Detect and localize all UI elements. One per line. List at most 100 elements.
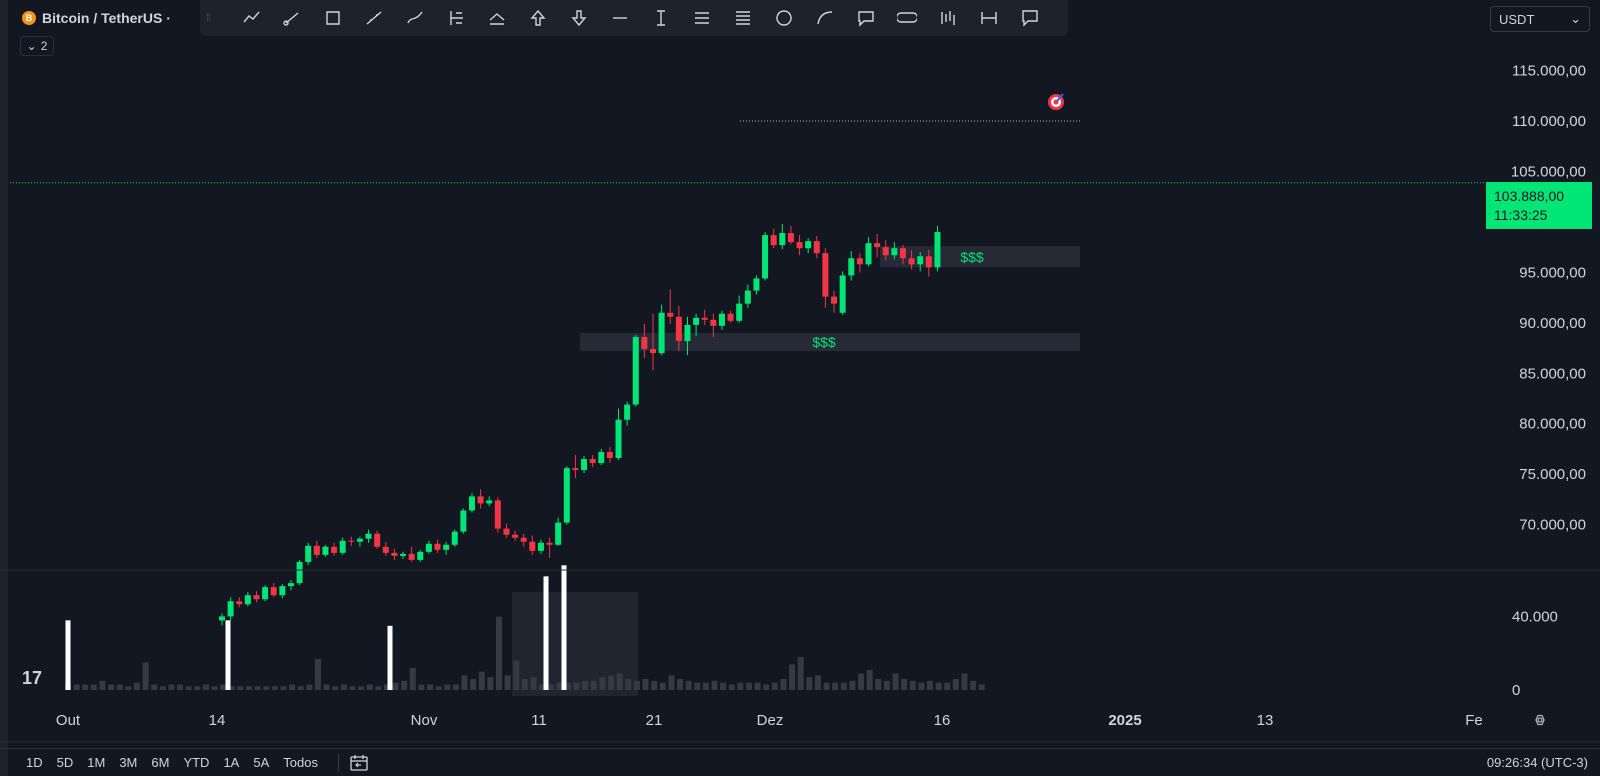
candle-body[interactable] xyxy=(279,586,286,596)
date-range-icon[interactable] xyxy=(349,754,369,772)
range-button-1a[interactable]: 1A xyxy=(223,755,240,770)
candle-body[interactable] xyxy=(624,404,631,420)
gann-icon[interactable] xyxy=(722,2,763,34)
candle-body[interactable] xyxy=(512,534,519,538)
candles[interactable] xyxy=(219,223,941,626)
candle-body[interactable] xyxy=(658,312,665,354)
callout-icon[interactable] xyxy=(845,2,886,34)
trend-line-icon[interactable] xyxy=(230,2,271,34)
candle-body[interactable] xyxy=(598,451,605,464)
candle-body[interactable] xyxy=(899,248,906,259)
indicators-collapse-button[interactable]: ⌄ 2 xyxy=(20,36,54,56)
candle-body[interactable] xyxy=(839,275,846,313)
ray-icon[interactable] xyxy=(271,2,312,34)
candle-body[interactable] xyxy=(589,459,596,464)
candle-body[interactable] xyxy=(641,336,648,350)
arrow-up-icon[interactable] xyxy=(517,2,558,34)
candle-body[interactable] xyxy=(219,616,225,621)
candle-body[interactable] xyxy=(331,546,338,553)
candle-body[interactable] xyxy=(762,235,769,279)
candle-body[interactable] xyxy=(805,241,812,249)
date-range-icon[interactable] xyxy=(968,2,1009,34)
candle-body[interactable] xyxy=(727,313,734,321)
candle-body[interactable] xyxy=(753,278,760,291)
candle-body[interactable] xyxy=(632,336,639,405)
candle-body[interactable] xyxy=(339,540,346,553)
candle-body[interactable] xyxy=(856,258,863,265)
candle-body[interactable] xyxy=(417,551,424,560)
clock[interactable]: 09:26:34 (UTC-3) xyxy=(1486,755,1588,770)
symbol-title[interactable]: B Bitcoin / TetherUS · xyxy=(22,10,171,26)
candle-body[interactable] xyxy=(434,543,441,550)
drag-grip-icon[interactable]: ⁞⁞ xyxy=(206,12,211,24)
candle-body[interactable] xyxy=(848,258,855,276)
candle-body[interactable] xyxy=(443,544,450,550)
candle-body[interactable] xyxy=(391,552,398,556)
fib-extension-icon[interactable] xyxy=(681,2,722,34)
range-button-5d[interactable]: 5D xyxy=(56,755,74,770)
comment-icon[interactable] xyxy=(886,2,927,34)
candle-body[interactable] xyxy=(908,258,915,265)
range-button-ytd[interactable]: YTD xyxy=(183,755,210,770)
candle-body[interactable] xyxy=(718,313,725,326)
candle-body[interactable] xyxy=(744,290,751,304)
candle-body[interactable] xyxy=(787,233,794,243)
candle-body[interactable] xyxy=(253,595,260,600)
candle-body[interactable] xyxy=(296,561,303,584)
candle-body[interactable] xyxy=(236,601,243,605)
candle-body[interactable] xyxy=(693,317,700,325)
candle-body[interactable] xyxy=(227,601,234,617)
range-button-6m[interactable]: 6M xyxy=(151,755,170,770)
candle-body[interactable] xyxy=(572,468,579,471)
candle-body[interactable] xyxy=(270,587,277,596)
tradingview-logo[interactable]: 17 xyxy=(22,668,43,688)
candle-body[interactable] xyxy=(770,235,777,246)
candle-body[interactable] xyxy=(925,256,932,268)
candle-body[interactable] xyxy=(710,319,717,326)
candle-body[interactable] xyxy=(400,553,407,556)
candle-body[interactable] xyxy=(365,533,372,539)
candle-body[interactable] xyxy=(684,324,691,341)
note-icon[interactable] xyxy=(1009,2,1050,34)
candle-body[interactable] xyxy=(891,248,898,256)
target-icon[interactable] xyxy=(1048,93,1064,111)
candle-body[interactable] xyxy=(477,496,484,504)
candle-body[interactable] xyxy=(934,232,941,268)
range-button-5a[interactable]: 5A xyxy=(253,755,270,770)
price-range-icon[interactable] xyxy=(640,2,681,34)
candle-body[interactable] xyxy=(865,243,872,265)
candle-body[interactable] xyxy=(615,419,622,459)
brush-icon[interactable] xyxy=(394,2,435,34)
liquidity-zone[interactable] xyxy=(580,332,1080,352)
candle-body[interactable] xyxy=(675,316,682,341)
range-button-todos[interactable]: Todos xyxy=(283,755,318,770)
candle-body[interactable] xyxy=(486,500,493,504)
candle-body[interactable] xyxy=(305,545,312,562)
curve-icon[interactable] xyxy=(804,2,845,34)
range-button-1m[interactable]: 1M xyxy=(87,755,106,770)
rectangle-icon[interactable] xyxy=(312,2,353,34)
candle-body[interactable] xyxy=(262,587,269,600)
candle-body[interactable] xyxy=(813,241,820,254)
candle-body[interactable] xyxy=(917,256,924,265)
range-button-3m[interactable]: 3M xyxy=(119,755,138,770)
candle-body[interactable] xyxy=(606,451,613,459)
circle-icon[interactable] xyxy=(763,2,804,34)
candle-body[interactable] xyxy=(408,553,415,560)
candle-body[interactable] xyxy=(520,537,527,542)
candle-body[interactable] xyxy=(244,595,251,605)
candle-body[interactable] xyxy=(581,459,588,471)
candle-body[interactable] xyxy=(555,522,562,545)
candle-body[interactable] xyxy=(287,583,294,587)
candle-body[interactable] xyxy=(874,243,881,248)
bars-pattern-icon[interactable] xyxy=(927,2,968,34)
candle-body[interactable] xyxy=(882,247,889,256)
arrow-down-icon[interactable] xyxy=(558,2,599,34)
pitchfork-icon[interactable] xyxy=(435,2,476,34)
range-button-1d[interactable]: 1D xyxy=(26,755,43,770)
candle-body[interactable] xyxy=(451,531,458,545)
candle-body[interactable] xyxy=(701,317,708,320)
candle-body[interactable] xyxy=(796,242,803,249)
candle-body[interactable] xyxy=(382,546,389,553)
